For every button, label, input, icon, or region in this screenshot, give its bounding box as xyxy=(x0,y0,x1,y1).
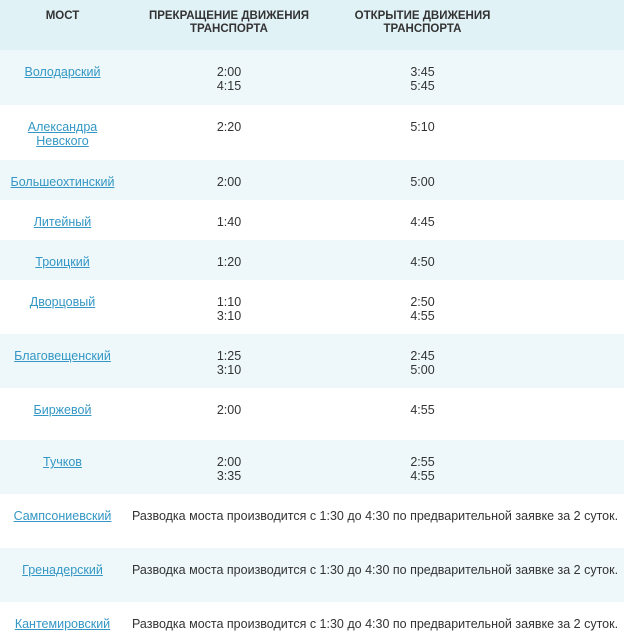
closing-cell: 2:00 3:35 xyxy=(140,455,318,483)
bridge-cell: Благовещенский xyxy=(0,349,125,363)
opening-cell: 4:55 xyxy=(340,403,505,417)
closing-time: 2:20 xyxy=(216,120,242,134)
bridge-link[interactable]: Кантемировский xyxy=(14,617,111,631)
closing-cell: 1:20 xyxy=(140,255,318,269)
bridge-cell: Гренадерский xyxy=(0,563,125,577)
header-opening: ОТКРЫТИЕ ДВИЖЕНИЯ ТРАНСПОРТА xyxy=(354,10,491,35)
opening-cell: 5:10 xyxy=(340,120,505,134)
header-bridge: МОСТ xyxy=(45,10,80,22)
bridge-link[interactable]: Тучков xyxy=(43,455,82,469)
table-row: Литейный 1:40 4:45 xyxy=(0,200,624,240)
opening-time: 5:10 xyxy=(410,120,435,134)
closing-time: 2:00 xyxy=(216,175,242,189)
closing-time: 1:25 xyxy=(216,349,242,363)
closing-time: 1:20 xyxy=(216,255,242,269)
opening-cell: 3:45 5:45 xyxy=(340,65,505,93)
closing-time: 2:00 xyxy=(216,403,242,417)
closing-cell: 2:20 xyxy=(140,120,318,134)
opening-time: 5:00 xyxy=(410,363,435,377)
bridge-cell: Дворцовый xyxy=(0,295,125,309)
opening-time: 2:55 xyxy=(410,455,435,469)
bridge-cell: Александра Невского xyxy=(0,120,125,148)
bridge-link[interactable]: Благовещенский xyxy=(14,349,111,363)
opening-cell: 5:00 xyxy=(340,175,505,189)
table-row: Гренадерский Разводка моста производится … xyxy=(0,548,624,602)
table-row: Дворцовый 1:10 3:10 2:50 4:55 xyxy=(0,280,624,334)
bridge-link[interactable]: Литейный xyxy=(33,215,92,229)
table-row: Благовещенский 1:25 3:10 2:45 5:00 xyxy=(0,334,624,388)
opening-time: 3:45 xyxy=(410,65,435,79)
bridge-cell: Троицкий xyxy=(0,255,125,269)
opening-time: 2:50 xyxy=(410,295,435,309)
bridge-link[interactable]: Гренадерский xyxy=(22,563,103,577)
bridge-cell: Кантемировский xyxy=(0,617,125,631)
table-row: Большеохтинский 2:00 5:00 xyxy=(0,160,624,200)
bridge-link[interactable]: Володарский xyxy=(24,65,101,79)
opening-time: 4:55 xyxy=(410,309,435,323)
bridge-link[interactable]: Сампсониевский xyxy=(13,509,112,523)
closing-time: 3:35 xyxy=(216,469,242,483)
closing-cell: 2:00 xyxy=(140,175,318,189)
bridge-cell: Большеохтинский xyxy=(0,175,125,189)
closing-cell: 1:25 3:10 xyxy=(140,349,318,377)
table-row: Александра Невского 2:20 5:10 xyxy=(0,105,624,160)
opening-time: 4:50 xyxy=(410,255,435,269)
opening-cell: 2:55 4:55 xyxy=(340,455,505,483)
table-row: Тучков 2:00 3:35 2:55 4:55 xyxy=(0,440,624,494)
bridge-cell: Литейный xyxy=(0,215,125,229)
note-cell: Разводка моста производится с 1:30 до 4:… xyxy=(132,509,619,523)
closing-time: 1:40 xyxy=(216,215,242,229)
closing-time: 2:00 xyxy=(216,455,242,469)
bridge-link[interactable]: Троицкий xyxy=(35,255,90,269)
opening-cell: 4:45 xyxy=(340,215,505,229)
closing-time: 3:10 xyxy=(216,363,242,377)
closing-cell: 1:40 xyxy=(140,215,318,229)
bridge-link[interactable]: Дворцовый xyxy=(29,295,96,309)
opening-cell: 2:50 4:55 xyxy=(340,295,505,323)
closing-time: 2:00 xyxy=(216,65,242,79)
closing-cell: 2:00 xyxy=(140,403,318,417)
closing-cell: 2:00 4:15 xyxy=(140,65,318,93)
closing-time: 3:10 xyxy=(216,309,242,323)
bridge-link[interactable]: Александра Невского xyxy=(27,120,98,148)
closing-cell: 1:10 3:10 xyxy=(140,295,318,323)
opening-time: 5:00 xyxy=(410,175,435,189)
note-cell: Разводка моста производится с 1:30 до 4:… xyxy=(132,563,619,577)
note-cell: Разводка моста производится с 1:30 до 4:… xyxy=(132,617,619,631)
bridge-cell: Биржевой xyxy=(0,403,125,417)
opening-cell: 4:50 xyxy=(340,255,505,269)
bridge-cell: Володарский xyxy=(0,65,125,79)
closing-time: 4:15 xyxy=(216,79,242,93)
closing-time: 1:10 xyxy=(216,295,242,309)
table-row: Сампсониевский Разводка моста производитс… xyxy=(0,494,624,548)
table-row: Володарский 2:00 4:15 3:45 5:45 xyxy=(0,50,624,105)
bridge-link[interactable]: Биржевой xyxy=(33,403,92,417)
header-closing: ПРЕКРАЩЕНИЕ ДВИЖЕНИЯ ТРАНСПОРТА xyxy=(148,10,310,35)
table-row: Биржевой 2:00 4:55 xyxy=(0,388,624,440)
table-row: Троицкий 1:20 4:50 xyxy=(0,240,624,280)
opening-time: 4:45 xyxy=(410,215,435,229)
opening-time: 5:45 xyxy=(410,79,435,93)
bridge-link[interactable]: Большеохтинский xyxy=(10,175,115,189)
opening-time: 4:55 xyxy=(410,469,435,483)
table-row: Кантемировский Разводка моста производитс… xyxy=(0,602,624,641)
bridge-cell: Тучков xyxy=(0,455,125,469)
header-row: МОСТ ПРЕКРАЩЕНИЕ ДВИЖЕНИЯ ТРАНСПОРТА ОТК… xyxy=(0,0,624,50)
opening-time: 2:45 xyxy=(410,349,435,363)
opening-time: 4:55 xyxy=(410,403,435,417)
opening-cell: 2:45 5:00 xyxy=(340,349,505,377)
bridge-cell: Сампсониевский xyxy=(0,509,125,523)
